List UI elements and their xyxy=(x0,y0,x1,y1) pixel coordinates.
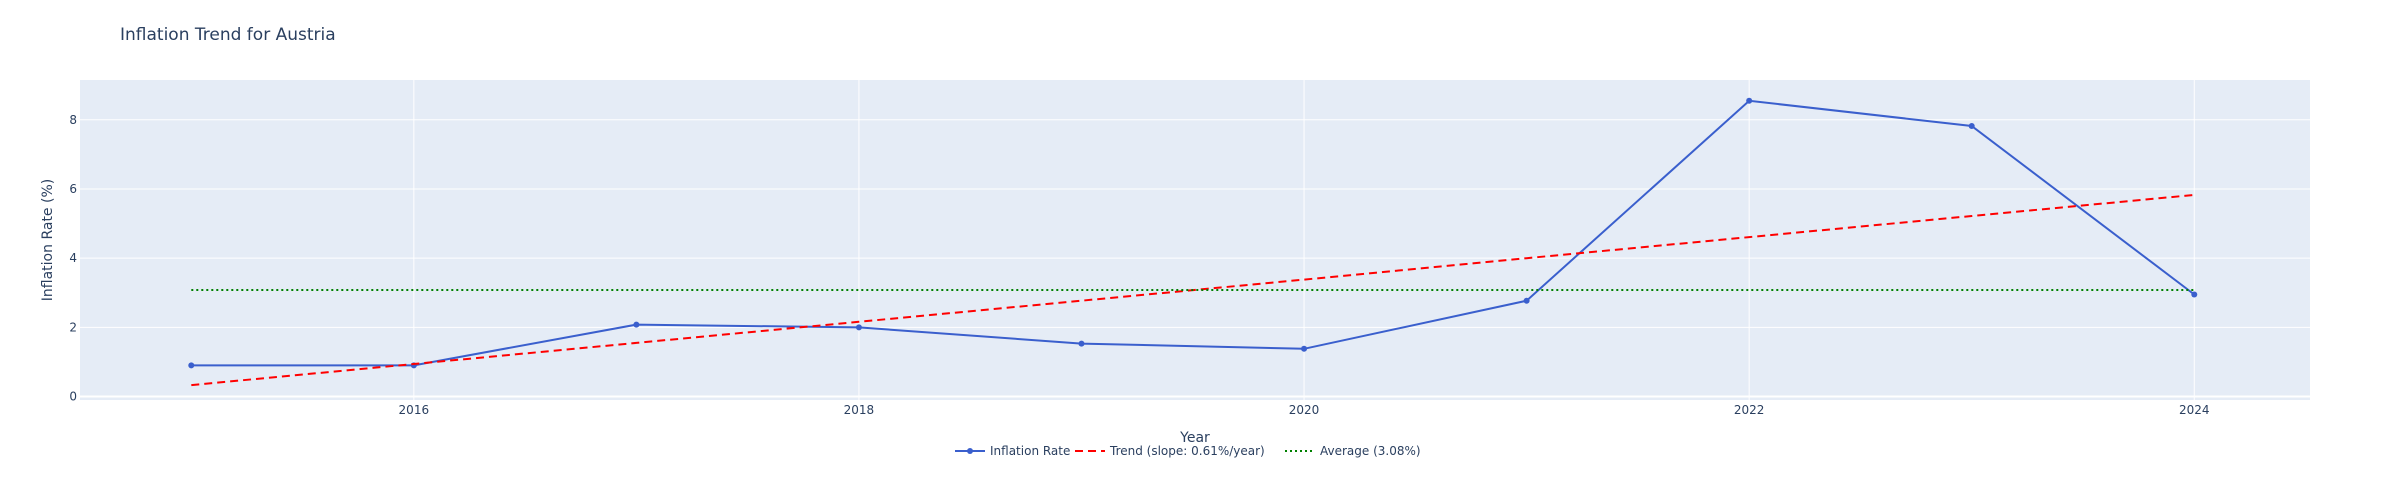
y-tick-label: 4 xyxy=(69,251,77,265)
axis-ticks: 2016 2018 2020 2022 2024 0 2 4 6 8 xyxy=(69,113,2209,417)
y-tick-label: 8 xyxy=(69,113,77,127)
y-axis-title: Inflation Rate (%) xyxy=(40,179,56,301)
data-point xyxy=(633,321,640,328)
legend-label: Average (3.08%) xyxy=(1320,444,1421,458)
legend-label: Inflation Rate xyxy=(990,444,1070,458)
x-tick-label: 2016 xyxy=(399,403,430,417)
legend-label: Trend (slope: 0.61%/year) xyxy=(1109,444,1265,458)
x-tick-label: 2020 xyxy=(1289,403,1320,417)
y-tick-label: 2 xyxy=(69,320,77,334)
gridlines xyxy=(80,80,2310,400)
data-point xyxy=(188,362,195,369)
data-point xyxy=(1078,340,1085,347)
data-point xyxy=(1968,123,1975,130)
legend-marker xyxy=(967,448,973,454)
data-point xyxy=(2191,291,2198,298)
x-tick-label: 2024 xyxy=(2179,403,2210,417)
y-tick-label: 6 xyxy=(69,182,77,196)
x-tick-label: 2022 xyxy=(1734,403,1765,417)
y-tick-label: 0 xyxy=(69,390,77,404)
series-group xyxy=(188,97,2198,387)
legend: Inflation Rate Trend (slope: 0.61%/year) A… xyxy=(955,444,1421,458)
data-point xyxy=(1746,97,1753,104)
data-point xyxy=(1523,297,1530,304)
series-line-1 xyxy=(191,99,2195,367)
data-point xyxy=(1301,345,1308,352)
data-point xyxy=(855,324,862,331)
chart-title: Inflation Trend for Austria xyxy=(120,25,336,45)
x-tick-label: 2018 xyxy=(844,403,875,417)
x-axis-title: Year xyxy=(1179,430,1210,446)
